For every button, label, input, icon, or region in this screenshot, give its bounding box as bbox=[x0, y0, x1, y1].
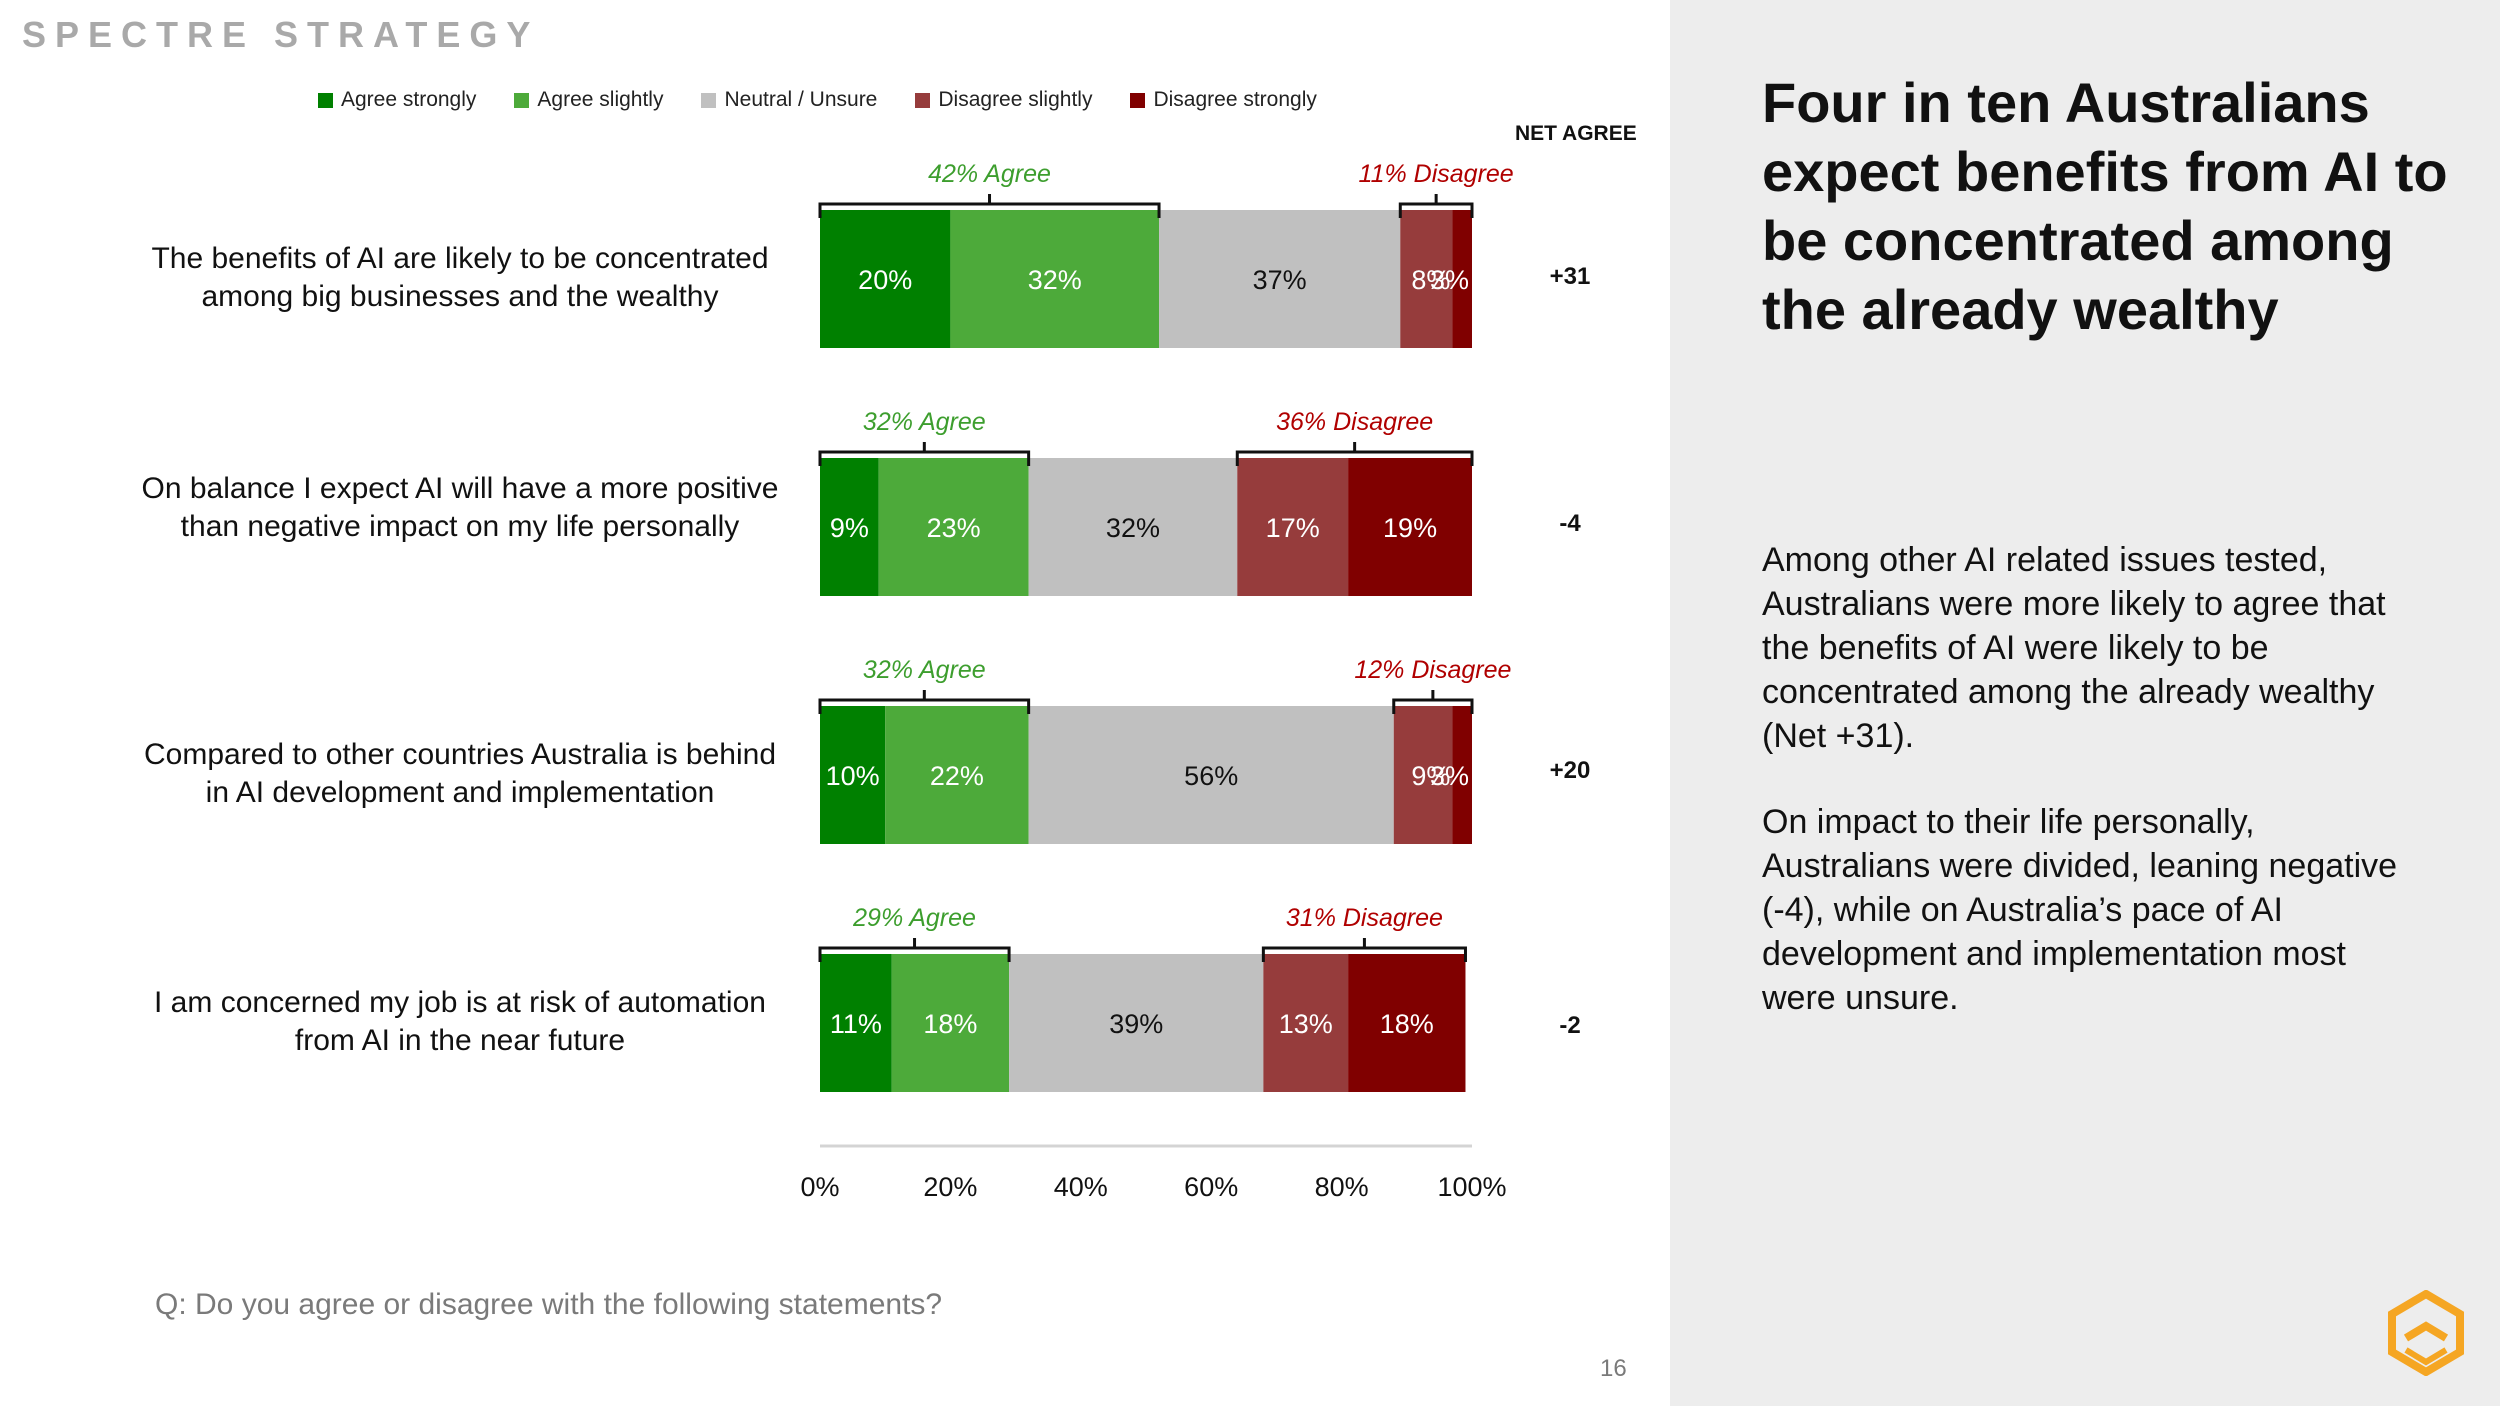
net-agree-value: +20 bbox=[1549, 757, 1591, 784]
x-tick-label: 20% bbox=[923, 1172, 977, 1202]
bar-data-label: 9% bbox=[830, 513, 869, 543]
agree-annotation: 42% Agree bbox=[928, 160, 1051, 188]
legend-swatch bbox=[318, 92, 333, 108]
summary-body: Among other AI related issues tested, Au… bbox=[1762, 538, 2402, 1062]
bar-data-label: 20% bbox=[858, 265, 912, 295]
row-label-benefits-concentrated: The benefits of AI are likely to be conc… bbox=[151, 242, 769, 313]
legend-item: Agree slightly bbox=[514, 88, 663, 112]
disagree-bracket bbox=[1261, 938, 1467, 962]
agree-annotation: 32% Agree bbox=[863, 656, 986, 684]
summary-paragraph: Among other AI related issues tested, Au… bbox=[1762, 541, 2386, 755]
x-tick-label: 80% bbox=[1315, 1172, 1369, 1202]
legend-item: Disagree slightly bbox=[915, 88, 1092, 112]
legend-label: Agree strongly bbox=[341, 88, 477, 111]
bar-data-label: 32% bbox=[1028, 265, 1082, 295]
legend-item: Agree strongly bbox=[318, 88, 476, 112]
x-tick-label: 0% bbox=[800, 1172, 839, 1202]
bar-data-label: 39% bbox=[1109, 1009, 1163, 1039]
bar-segment bbox=[1452, 706, 1472, 844]
legend-item: Neutral / Unsure bbox=[701, 88, 877, 112]
disagree-bracket bbox=[1235, 442, 1474, 466]
bar-segment bbox=[1452, 210, 1472, 348]
agree-bracket bbox=[818, 442, 1031, 466]
legend-item: Disagree strongly bbox=[1130, 88, 1317, 112]
agree-annotation: 29% Agree bbox=[852, 904, 976, 932]
page-number: 16 bbox=[1600, 1355, 1627, 1382]
agree-bracket bbox=[818, 690, 1031, 714]
net-agree-header: NET AGREE bbox=[1515, 122, 1637, 145]
row-label-job-risk: I am concerned my job is at risk of auto… bbox=[154, 986, 766, 1057]
bar-segment bbox=[1393, 706, 1453, 844]
bar-data-label: 56% bbox=[1184, 761, 1238, 791]
legend-swatch bbox=[1130, 92, 1146, 108]
bar-segment bbox=[1263, 954, 1349, 1092]
bar-segment bbox=[1400, 210, 1453, 348]
bar-data-label: 8% bbox=[1411, 265, 1450, 295]
survey-question: Q: Do you agree or disagree with the fol… bbox=[155, 1288, 943, 1321]
bar-data-label: 37% bbox=[1253, 265, 1307, 295]
disagree-annotation: 11% Disagree bbox=[1359, 160, 1514, 188]
legend-swatch bbox=[701, 92, 717, 108]
bar-segment bbox=[1237, 458, 1349, 596]
x-tick-label: 100% bbox=[1437, 1172, 1506, 1202]
bar-segment bbox=[1348, 954, 1466, 1092]
disagree-annotation: 36% Disagree bbox=[1276, 408, 1433, 436]
disagree-annotation: 31% Disagree bbox=[1286, 904, 1443, 932]
headline: Four in ten Australians expect benefits … bbox=[1762, 71, 2448, 341]
row-label-positive-impact: On balance I expect AI will have a more … bbox=[141, 472, 779, 543]
bar-data-label: 11% bbox=[830, 1009, 882, 1039]
legend-label: Neutral / Unsure bbox=[724, 88, 878, 111]
bar-segment bbox=[1028, 458, 1238, 596]
legend-label: Disagree strongly bbox=[1153, 88, 1317, 111]
bar-data-label: 3% bbox=[1430, 265, 1469, 295]
bar-segment bbox=[1348, 458, 1472, 596]
bar-segment bbox=[820, 210, 951, 348]
agree-bracket bbox=[818, 938, 1011, 962]
agree-annotation: 32% Agree bbox=[863, 408, 986, 436]
net-agree-value: -4 bbox=[1559, 510, 1581, 537]
bar-segment bbox=[1159, 210, 1401, 348]
bar-segment bbox=[878, 458, 1029, 596]
bar-segment bbox=[891, 954, 1010, 1092]
bar-segment bbox=[885, 706, 1029, 844]
bar-data-label: 23% bbox=[927, 513, 981, 543]
bar-data-label: 18% bbox=[923, 1009, 977, 1039]
bar-data-label: 17% bbox=[1266, 513, 1320, 543]
bar-data-label: 19% bbox=[1383, 513, 1437, 543]
disagree-bracket bbox=[1392, 690, 1474, 714]
disagree-annotation: 12% Disagree bbox=[1354, 656, 1511, 684]
net-agree-value: +31 bbox=[1549, 263, 1591, 290]
bar-data-label: 18% bbox=[1380, 1009, 1434, 1039]
bar-data-label: 32% bbox=[1106, 513, 1160, 543]
bar-data-label: 13% bbox=[1279, 1009, 1333, 1039]
bar-data-label: 22% bbox=[930, 761, 984, 791]
bar-segment bbox=[1028, 706, 1394, 844]
x-tick-label: 60% bbox=[1184, 1172, 1238, 1202]
bar-segment bbox=[820, 706, 886, 844]
legend-swatch bbox=[514, 92, 530, 108]
legend-label: Disagree slightly bbox=[938, 88, 1093, 111]
disagree-bracket bbox=[1398, 194, 1474, 218]
chart-legend: Agree strongly Agree slightly Neutral / … bbox=[318, 88, 1317, 112]
bar-segment bbox=[950, 210, 1160, 348]
bar-segment bbox=[820, 954, 892, 1092]
bar-data-label: 10% bbox=[826, 761, 880, 791]
brand-logo-text: SPECTRE STRATEGY bbox=[22, 14, 540, 55]
spectre-logo-icon bbox=[2388, 1290, 2464, 1376]
summary-paragraph: On impact to their life personally, Aust… bbox=[1762, 803, 2398, 1017]
summary-panel: Four in ten Australians expect benefits … bbox=[1670, 0, 2500, 1406]
x-tick-label: 40% bbox=[1054, 1172, 1108, 1202]
legend-label: Agree slightly bbox=[537, 88, 664, 111]
net-agree-value: -2 bbox=[1559, 1012, 1581, 1039]
bar-segment bbox=[1009, 954, 1264, 1092]
agree-bracket bbox=[818, 194, 1161, 218]
legend-swatch bbox=[915, 92, 931, 108]
bar-segment bbox=[820, 458, 879, 596]
row-label-australia-behind: Compared to other countries Australia is… bbox=[143, 738, 777, 809]
bar-data-label: 9% bbox=[1411, 761, 1450, 791]
bar-data-label: 3% bbox=[1430, 761, 1469, 791]
